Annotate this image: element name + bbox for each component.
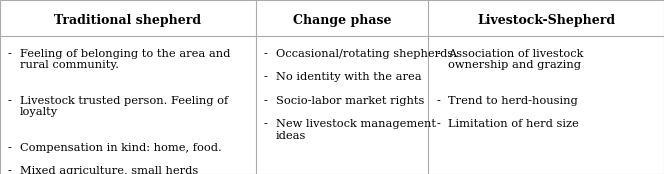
Text: -: - — [264, 72, 268, 82]
Text: -: - — [264, 96, 268, 106]
Text: No identity with the area: No identity with the area — [276, 72, 421, 82]
Text: Occasional/rotating shepherds.: Occasional/rotating shepherds. — [276, 49, 457, 59]
Text: -: - — [264, 49, 268, 59]
Text: Limitation of herd size: Limitation of herd size — [448, 119, 579, 129]
Text: -: - — [8, 96, 12, 106]
Text: -: - — [8, 143, 12, 153]
Text: -: - — [436, 49, 440, 59]
Text: Socio-labor market rights: Socio-labor market rights — [276, 96, 424, 106]
Text: Livestock trusted person. Feeling of
loyalty: Livestock trusted person. Feeling of loy… — [20, 96, 228, 117]
Text: Compensation in kind: home, food.: Compensation in kind: home, food. — [20, 143, 222, 153]
Text: -: - — [436, 96, 440, 106]
Text: Mixed agriculture, small herds: Mixed agriculture, small herds — [20, 166, 198, 174]
Text: Feeling of belonging to the area and
rural community.: Feeling of belonging to the area and rur… — [20, 49, 230, 70]
Text: New livestock management
ideas: New livestock management ideas — [276, 119, 436, 141]
Text: -: - — [436, 119, 440, 129]
Text: -: - — [8, 49, 12, 59]
Text: Traditional shepherd: Traditional shepherd — [54, 14, 201, 27]
Text: Association of livestock
ownership and grazing: Association of livestock ownership and g… — [448, 49, 584, 70]
Text: -: - — [8, 166, 12, 174]
Text: Change phase: Change phase — [293, 14, 391, 27]
Text: -: - — [264, 119, 268, 129]
Text: Livestock-Shepherd: Livestock-Shepherd — [477, 14, 616, 27]
Text: Trend to herd-housing: Trend to herd-housing — [448, 96, 578, 106]
